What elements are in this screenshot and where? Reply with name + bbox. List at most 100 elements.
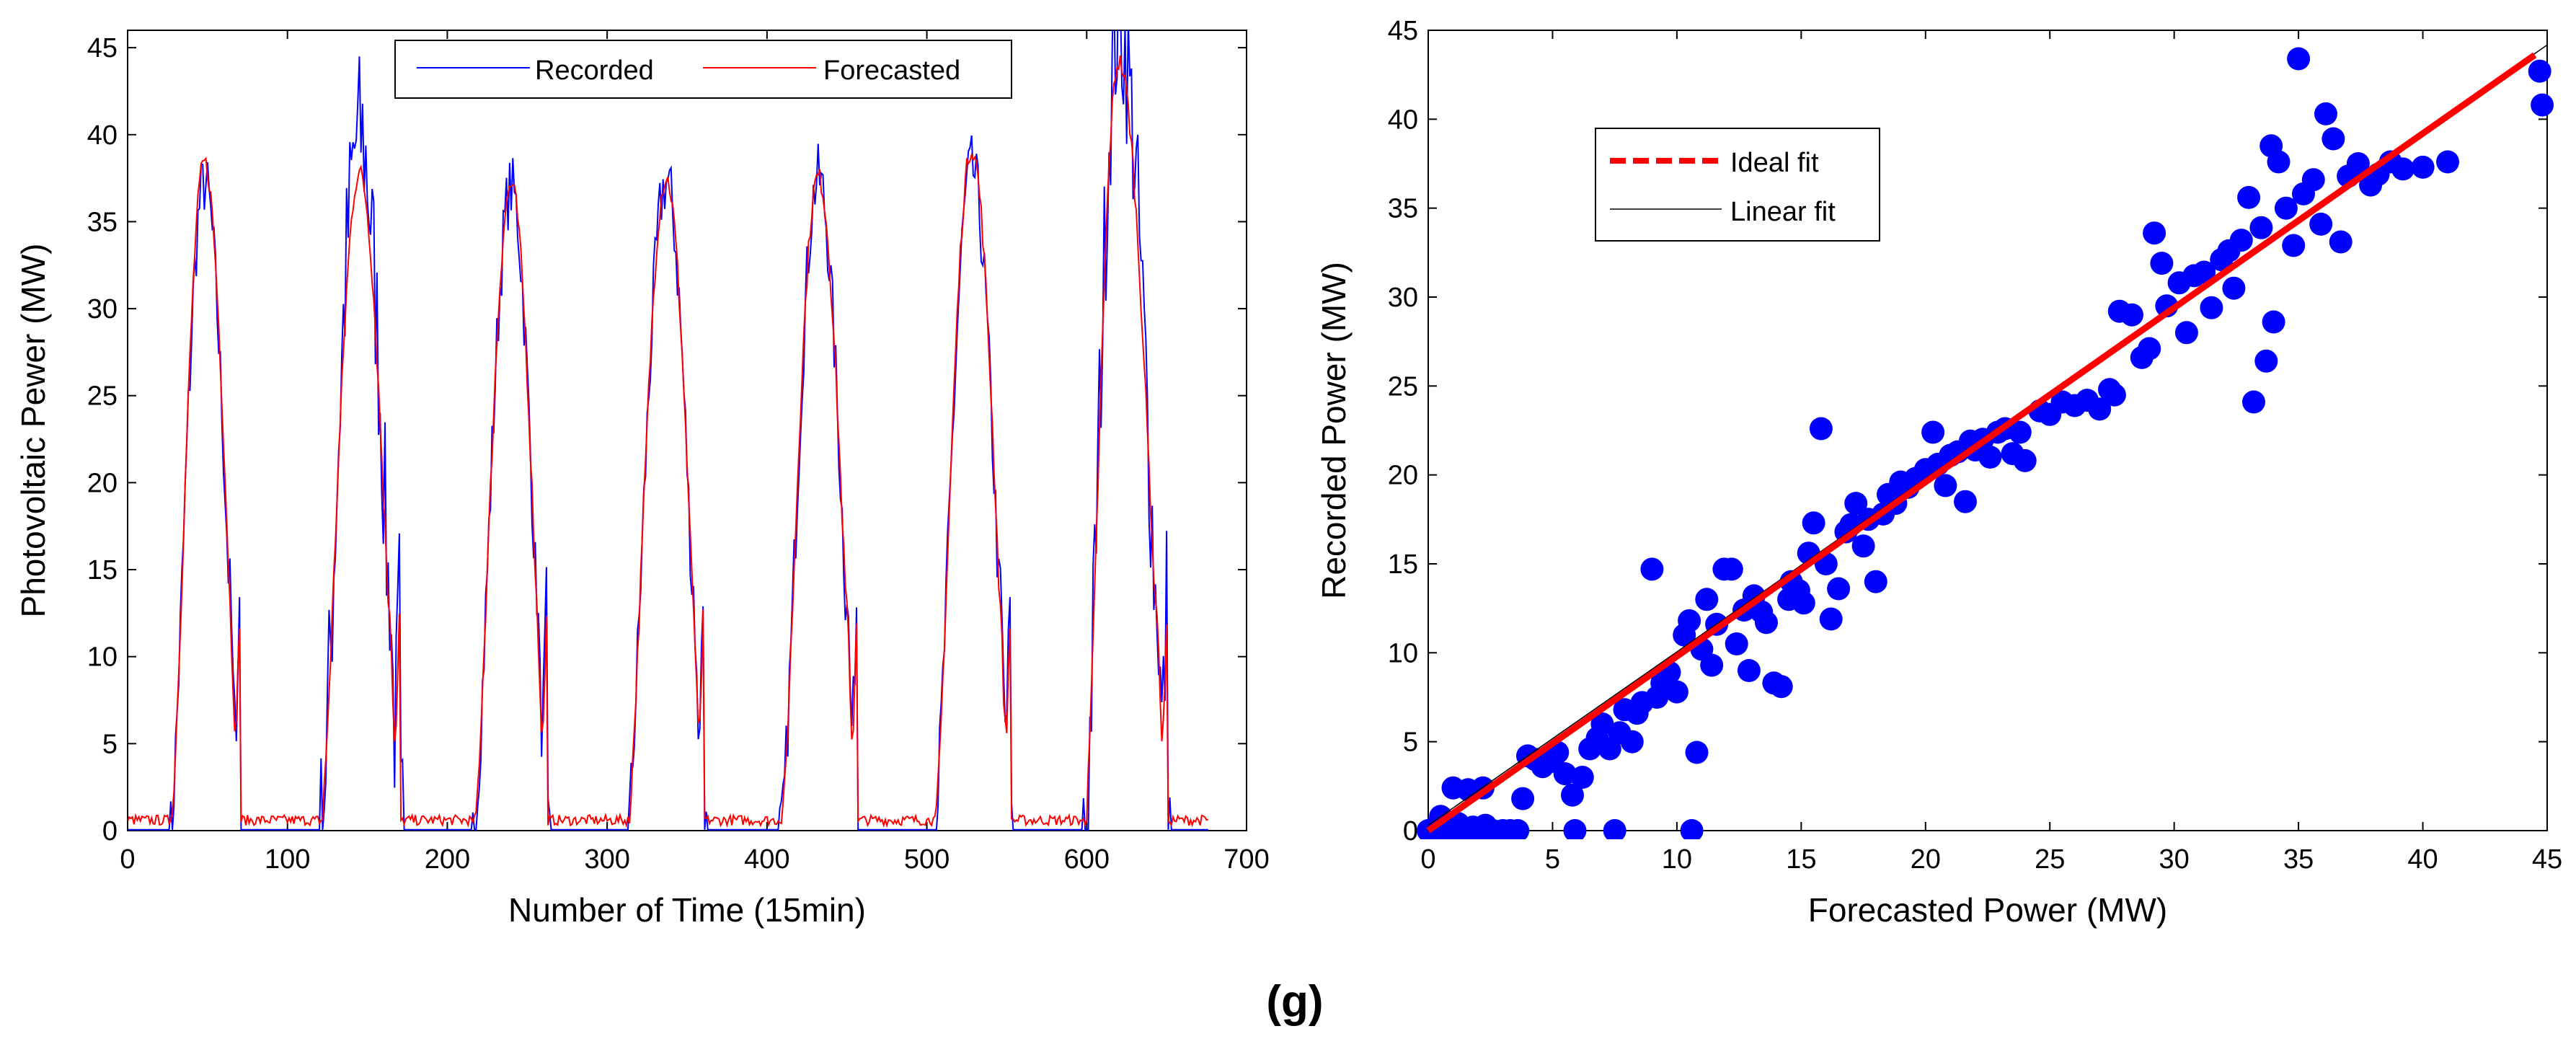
x-tick-label: 100 [265, 844, 310, 875]
x-tick-label: 10 [1662, 844, 1692, 875]
chart2-legend: Ideal fit Linear fit [1595, 128, 1880, 242]
y-tick-label: 40 [1388, 105, 1418, 135]
series-line-forecasted [128, 55, 1209, 828]
scatter-point [1802, 511, 1825, 535]
y-tick-label: 15 [87, 555, 118, 585]
scatter-point [1792, 591, 1815, 615]
y-tick-label: 45 [1388, 16, 1418, 46]
scatter-point [2192, 260, 2216, 284]
scatter-point [1819, 607, 1843, 631]
x-tick-label: 0 [1420, 844, 1435, 875]
chart2-x-axis-label: Forecasted Power (MW) [1808, 891, 2167, 929]
x-tick-label: 200 [425, 844, 470, 875]
scatter-point [2322, 127, 2345, 151]
scatter-point [1755, 611, 1778, 635]
scatter-point [1844, 492, 1868, 516]
y-tick-label: 25 [1388, 371, 1418, 402]
scatter-point [1695, 588, 1719, 611]
scatter-point [1769, 675, 1793, 699]
scatter-point [1737, 659, 1761, 682]
x-tick-label: 25 [2035, 844, 2065, 875]
chart1-legend: Recorded Forecasted [394, 40, 1012, 99]
scatter-point [2287, 47, 2311, 71]
scatter-chart: 0 5 10 15 20 25 30 35 40 45 0 5 10 15 20 25 30 35 40 45 For… [1315, 16, 2562, 929]
y-tick-label: 15 [1388, 549, 1418, 580]
chart1-plot-frame [127, 30, 1247, 831]
scatter-point [2282, 234, 2306, 257]
scatter-point [1827, 577, 1851, 601]
scatter-point [2309, 212, 2333, 236]
x-tick-label: 40 [2407, 844, 2438, 875]
x-tick-label: 600 [1064, 844, 1110, 875]
ideal-fit-line [1426, 52, 2537, 834]
scatter-point [2222, 276, 2246, 300]
figure-caption: (g) [1266, 977, 1323, 1027]
scatter-point [1506, 819, 1530, 839]
scatter-point [2254, 349, 2278, 373]
chart1-y-axis-label: Photovoltaic Pewer (MW) [14, 244, 52, 618]
scatter-point [2138, 337, 2161, 361]
chart2-y-axis-label: Recorded Power (MW) [1315, 262, 1353, 599]
scatter-point [1620, 730, 1644, 753]
scatter-point [2528, 59, 2551, 83]
scatter-point [1978, 446, 2002, 469]
scatter-point [2436, 150, 2459, 174]
x-tick-label: 0 [120, 844, 135, 875]
scatter-point [2013, 448, 2037, 472]
scatter-point [2314, 102, 2337, 125]
scatter-point [2411, 155, 2435, 179]
y-tick-label: 35 [87, 207, 118, 237]
y-tick-label: 40 [87, 120, 118, 151]
chart2-legend-box [1595, 128, 1880, 242]
scatter-point [2150, 252, 2174, 275]
scatter-point [2088, 397, 2112, 421]
chart1-series [128, 30, 1209, 831]
scatter-point [2301, 168, 2325, 192]
chart2-series [1417, 44, 2554, 839]
scatter-point [1700, 653, 1724, 677]
y-tick-label: 35 [1388, 194, 1418, 224]
chart2-plot-frame [1428, 30, 2548, 831]
scatter-point [2262, 310, 2285, 334]
scatter-point [1603, 819, 1626, 839]
scatter-point [2391, 157, 2415, 181]
y-tick-label: 10 [87, 642, 118, 673]
scatter-point [1511, 787, 1535, 810]
scatter-point [1725, 632, 1748, 655]
x-tick-label: 45 [2532, 844, 2562, 875]
chart1-ticks: 0 100 200 300 400 500 600 700 0 5 10 15 20 25 30 35 40 45 [87, 30, 1270, 875]
scatter-point [1561, 783, 1584, 807]
scatter-point [1809, 417, 1833, 441]
scatter-point [1553, 762, 1577, 786]
scatter-point [1640, 557, 1664, 581]
power-time-chart: 0 100 200 300 400 500 600 700 0 5 10 15 20 25 30 35 40 45… [14, 30, 1270, 929]
legend-ideal-fit-label: Ideal fit [1730, 148, 1819, 178]
chart2-ticks: 0 5 10 15 20 25 30 35 40 45 0 5 10 15 20 25 30 35 40 45 [1388, 16, 2562, 875]
x-tick-label: 400 [744, 844, 789, 875]
scatter-point [2008, 420, 2032, 444]
y-tick-label: 20 [1388, 461, 1418, 491]
scatter-point [1954, 490, 1977, 513]
scatter-point [2143, 221, 2166, 245]
legend-forecasted-label: Forecasted [823, 56, 960, 86]
scatter-point [2242, 390, 2265, 414]
scatter-point [1665, 680, 1688, 704]
x-tick-label: 15 [1786, 844, 1816, 875]
x-tick-label: 700 [1223, 844, 1269, 875]
scatter-point [2120, 303, 2143, 327]
scatter-point [2267, 150, 2290, 174]
scatter-point [2229, 229, 2253, 252]
y-tick-label: 30 [1388, 283, 1418, 313]
scatter-point [2329, 230, 2353, 254]
scatter-point [1719, 557, 1743, 581]
legend-recorded-label: Recorded [535, 56, 654, 86]
x-tick-label: 30 [2159, 844, 2190, 875]
legend-linear-fit-label: Linear fit [1730, 197, 1836, 227]
scatter-point [1934, 474, 1957, 498]
scatter-point [1864, 570, 1887, 593]
scatter-point [2346, 152, 2370, 175]
x-tick-label: 5 [1545, 844, 1560, 875]
x-tick-label: 20 [1911, 844, 1941, 875]
scatter-point [2249, 216, 2273, 239]
